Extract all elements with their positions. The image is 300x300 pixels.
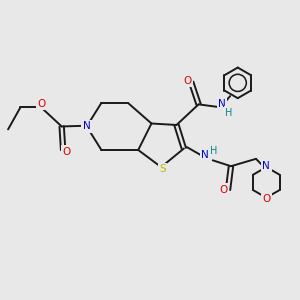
Text: O: O: [184, 76, 192, 86]
Text: O: O: [62, 147, 70, 157]
Text: H: H: [210, 146, 218, 156]
Text: N: N: [201, 150, 209, 160]
Text: S: S: [159, 164, 166, 174]
Text: N: N: [218, 99, 226, 109]
Text: O: O: [38, 99, 46, 109]
Text: O: O: [262, 194, 270, 204]
Text: O: O: [219, 185, 227, 195]
Text: N: N: [262, 160, 270, 171]
Text: N: N: [83, 122, 91, 131]
Text: H: H: [225, 108, 233, 118]
